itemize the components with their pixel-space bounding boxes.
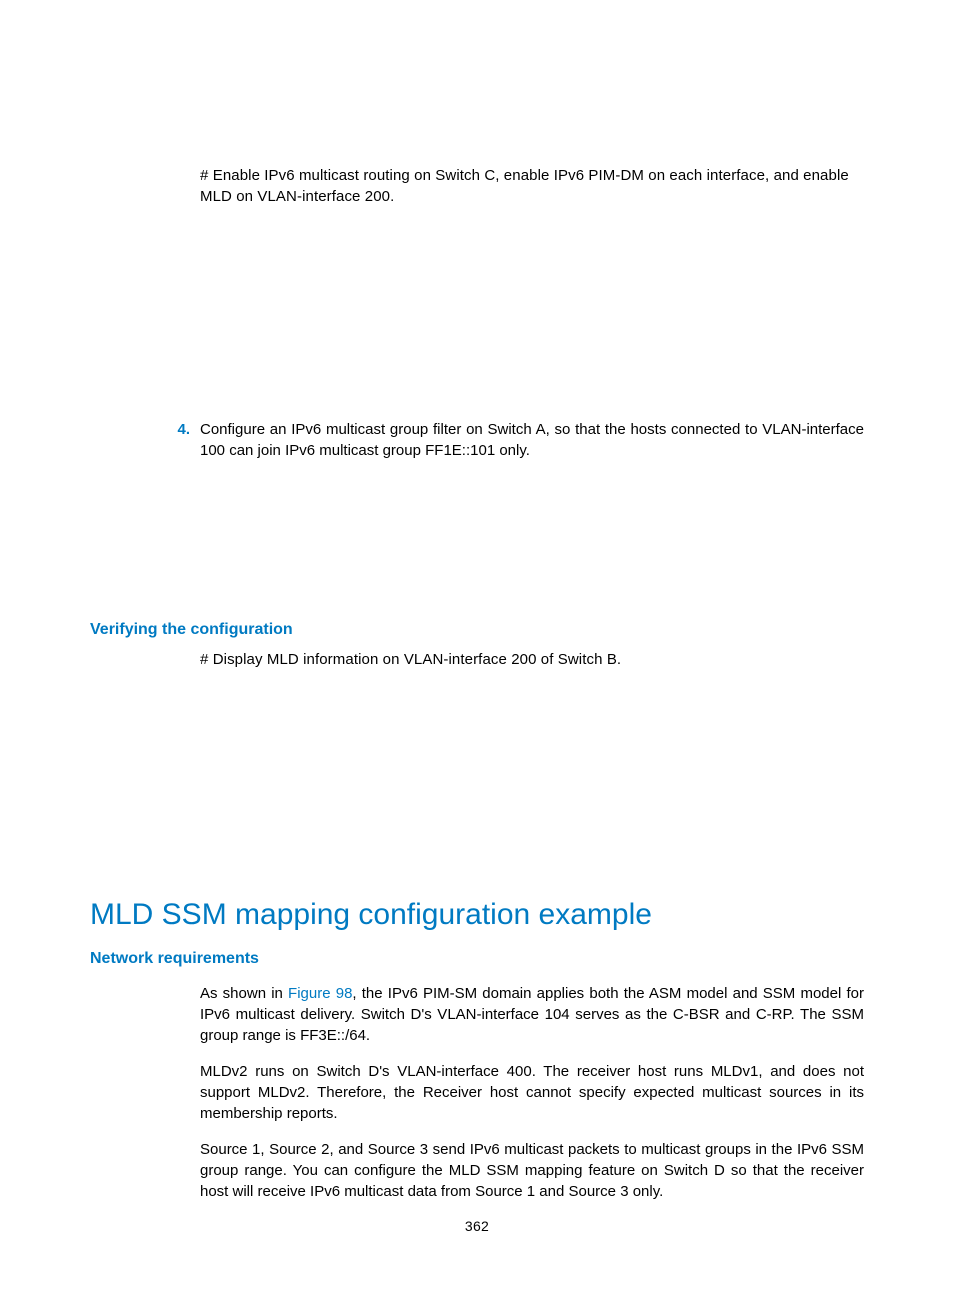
intro-paragraph: # Enable IPv6 multicast routing on Switc… — [200, 165, 864, 207]
p1-pre: As shown in — [200, 985, 288, 1002]
page-container: # Enable IPv6 multicast routing on Switc… — [0, 0, 954, 1296]
step-4-marker: 4. — [158, 419, 200, 461]
verify-heading: Verifying the configuration — [90, 621, 864, 639]
netreq-heading: Network requirements — [90, 950, 864, 968]
page-number: 362 — [0, 1218, 954, 1234]
verify-text: # Display MLD information on VLAN-interf… — [200, 649, 864, 670]
netreq-p3: Source 1, Source 2, and Source 3 send IP… — [200, 1139, 864, 1202]
netreq-p2: MLDv2 runs on Switch D's VLAN-interface … — [200, 1061, 864, 1124]
step-4-text: Configure an IPv6 multicast group filter… — [200, 419, 864, 461]
step-4: 4. Configure an IPv6 multicast group fil… — [90, 419, 864, 461]
figure-98-link[interactable]: Figure 98 — [288, 985, 352, 1002]
netreq-p1: As shown in Figure 98, the IPv6 PIM-SM d… — [200, 983, 864, 1046]
section-title: MLD SSM mapping configuration example — [90, 898, 864, 932]
